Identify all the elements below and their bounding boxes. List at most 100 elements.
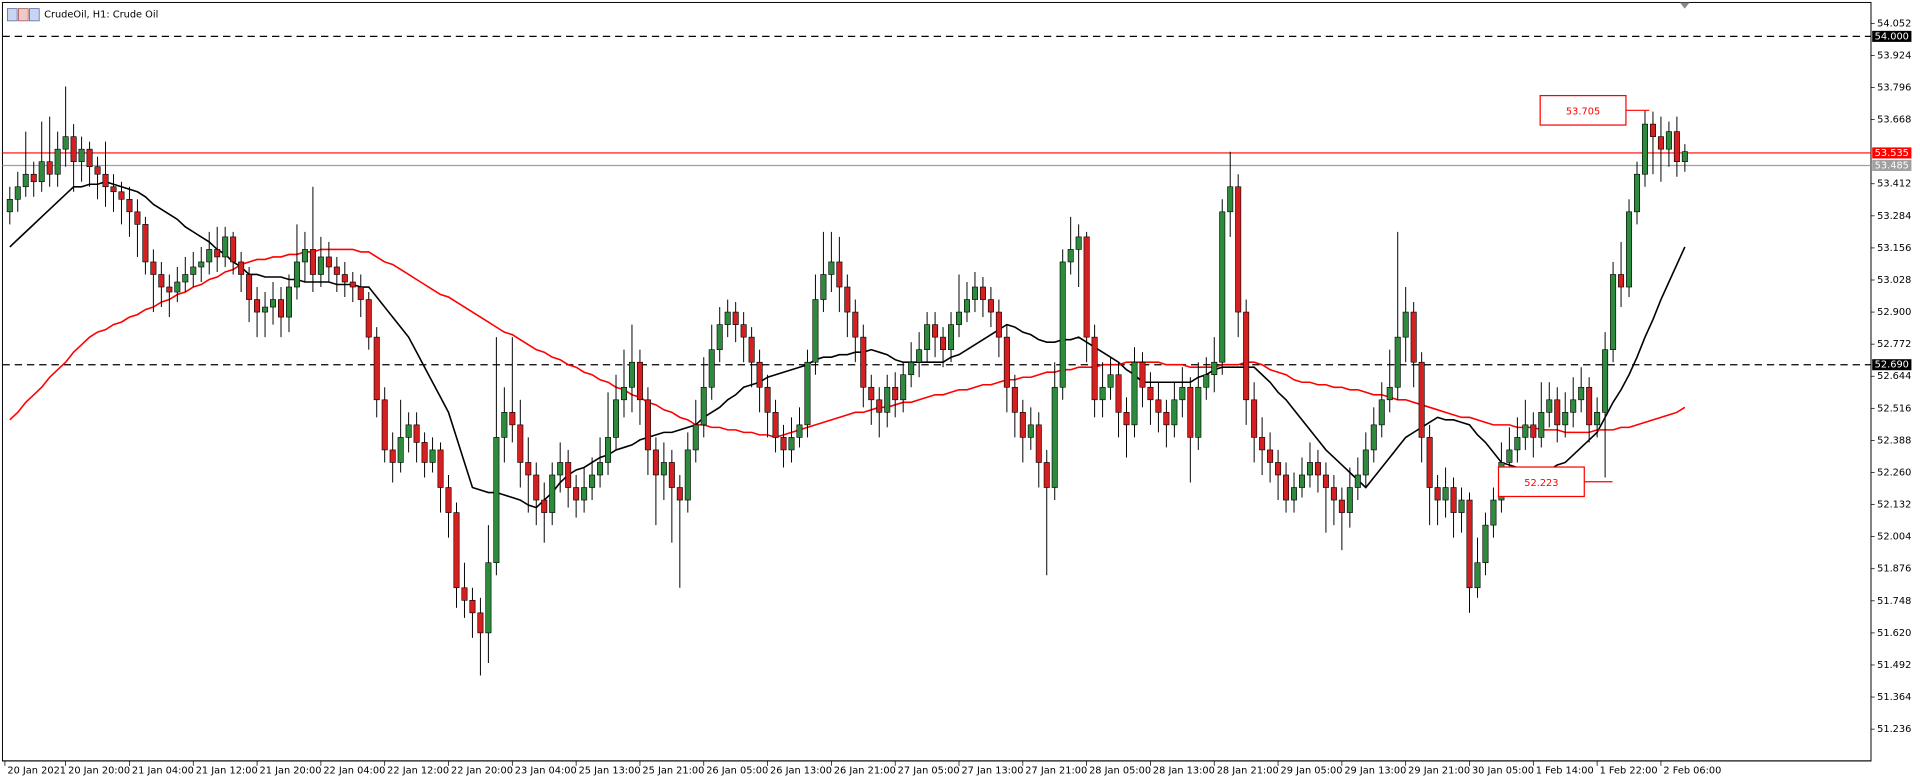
candle-body — [1163, 412, 1170, 426]
y-tick-label: 52.900 — [1877, 307, 1911, 318]
candle-body — [1019, 412, 1026, 438]
candle-body — [1386, 386, 1393, 401]
candle-body — [1410, 311, 1417, 363]
price-level-tag — [1872, 159, 1912, 171]
candle-body — [166, 286, 173, 293]
candle-body — [341, 274, 348, 283]
candle-body — [1554, 399, 1561, 426]
x-tick-label: 25 Jan 13:00 — [579, 766, 641, 777]
candle-body — [740, 324, 747, 338]
candle-body — [30, 173, 37, 183]
price-annotation-box — [1539, 94, 1627, 126]
x-tick-label: 29 Jan 13:00 — [1344, 766, 1406, 777]
candle-body — [1011, 386, 1018, 413]
candle-body — [971, 286, 978, 300]
candle-body — [557, 462, 564, 476]
candle-body — [1139, 361, 1146, 388]
candle-body — [1649, 123, 1656, 137]
candle-body — [1634, 173, 1641, 213]
candle-body — [262, 306, 269, 313]
candle-body — [1490, 499, 1497, 526]
candle-body — [1091, 336, 1098, 401]
candle-body — [1450, 487, 1457, 513]
candle-body — [190, 266, 197, 275]
candle-body — [238, 261, 245, 275]
price-annotation-label: 52.223 — [1524, 478, 1558, 489]
candle-body — [1338, 499, 1345, 513]
candle-body — [1657, 136, 1664, 150]
moving-average — [9, 248, 1686, 439]
candle-body — [1027, 424, 1034, 438]
candle-body — [724, 311, 731, 325]
price-level-tag — [1872, 147, 1912, 159]
candle-body — [429, 449, 436, 463]
candle-body — [1219, 211, 1226, 363]
candle-body — [1115, 374, 1122, 413]
x-tick-label: 28 Jan 21:00 — [1217, 766, 1279, 777]
candle-body — [174, 281, 181, 293]
symbol-icon — [6, 8, 40, 22]
chart-shift-marker[interactable] — [1679, 2, 1690, 9]
x-tick-label: 27 Jan 13:00 — [961, 766, 1023, 777]
candle-body — [421, 442, 428, 463]
candle-body — [230, 236, 237, 263]
candle-body — [1681, 151, 1688, 163]
candle-body — [1522, 424, 1529, 438]
y-tick-label: 53.412 — [1877, 179, 1911, 190]
y-tick-label: 52.260 — [1877, 467, 1911, 478]
candle-body — [892, 386, 899, 401]
candle-body — [1067, 249, 1074, 263]
price-level-label: 53.485 — [1875, 160, 1909, 171]
candle-body — [1075, 236, 1082, 250]
candle-body — [1546, 399, 1553, 413]
candle-body — [198, 261, 205, 268]
y-tick-label: 51.236 — [1877, 724, 1911, 735]
candle-body — [1538, 412, 1545, 438]
candle-body — [134, 211, 141, 225]
y-tick-label: 51.620 — [1877, 628, 1911, 639]
candle-body — [126, 198, 133, 213]
candle-body — [541, 499, 548, 513]
candle-body — [477, 612, 484, 634]
candle-body — [1059, 261, 1066, 388]
candle-body — [940, 336, 947, 350]
candle-body — [381, 399, 388, 451]
candle-body — [1570, 399, 1577, 413]
candle-body — [1458, 499, 1465, 513]
x-tick-label: 26 Jan 21:00 — [834, 766, 896, 777]
candle-body — [1298, 474, 1305, 488]
candle-body — [652, 449, 659, 476]
candle-body — [485, 562, 492, 634]
candle-body — [1155, 399, 1162, 413]
x-tick-label: 28 Jan 05:00 — [1089, 766, 1151, 777]
candle-body — [317, 256, 324, 275]
candle-body — [995, 311, 1002, 338]
candle-body — [1378, 399, 1385, 426]
candle-body — [1586, 386, 1593, 426]
candle-body — [660, 462, 667, 476]
candle-body — [517, 424, 524, 463]
x-tick-label: 1 Feb 14:00 — [1536, 766, 1594, 777]
candle-body — [214, 249, 221, 258]
candle-body — [573, 487, 580, 501]
x-tick-label: 2 Feb 06:00 — [1663, 766, 1721, 777]
candle-body — [70, 136, 77, 163]
y-tick-label: 51.876 — [1877, 564, 1911, 575]
chart-title: CrudeOil, H1: Crude Oil — [44, 10, 158, 21]
x-tick-label: 29 Jan 05:00 — [1281, 766, 1343, 777]
candle-body — [1195, 386, 1202, 438]
candle-body — [461, 587, 468, 601]
candle-body — [979, 286, 986, 300]
candle-body — [597, 462, 604, 476]
candle-body — [501, 412, 508, 438]
candle-body — [533, 474, 540, 501]
candle-body — [1099, 386, 1106, 401]
x-tick-label: 28 Jan 13:00 — [1153, 766, 1215, 777]
candle-body — [469, 599, 476, 614]
candle-body — [437, 449, 444, 488]
candle-body — [963, 299, 970, 313]
candle-body — [692, 424, 699, 451]
candle-body — [1107, 374, 1114, 388]
candle-body — [1466, 499, 1473, 589]
